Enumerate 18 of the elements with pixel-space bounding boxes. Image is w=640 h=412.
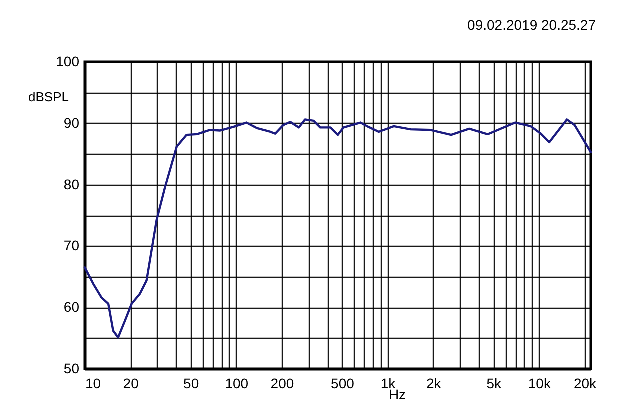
x-tick-label: 20k bbox=[574, 376, 598, 392]
x-tick-label: 20 bbox=[123, 376, 140, 392]
text: 09.02.2019 20.25.27 bbox=[468, 17, 596, 33]
x-tick-label: 10k bbox=[528, 376, 552, 392]
x-tick-label: 50 bbox=[184, 376, 200, 392]
y-tick-label: 80 bbox=[64, 176, 80, 192]
y-tick-label: 50 bbox=[64, 360, 80, 376]
x-tick-label: 2k bbox=[426, 376, 442, 392]
y-tick-label: 60 bbox=[64, 299, 80, 316]
y-tick-label: 70 bbox=[64, 238, 80, 254]
y-tick-label: 100 bbox=[56, 54, 80, 70]
x-tick-label: 10 bbox=[86, 376, 102, 392]
x-tick-label: 100 bbox=[225, 376, 249, 392]
y-axis-title: dBSPL bbox=[28, 90, 69, 104]
x-tick-label: 200 bbox=[270, 376, 294, 392]
x-tick-label: 500 bbox=[331, 376, 355, 392]
x-tick-label: 5k bbox=[486, 376, 502, 392]
y-tick-label: 90 bbox=[64, 114, 80, 131]
